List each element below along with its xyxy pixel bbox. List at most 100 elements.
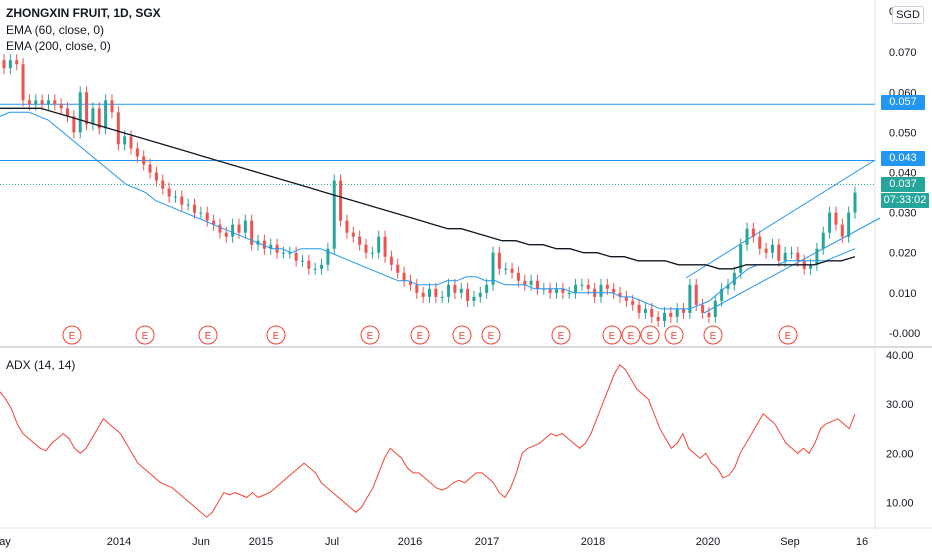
ema60-line [0,111,856,310]
candle-body [180,196,184,205]
candle-body [669,312,673,317]
candle-body [853,192,857,213]
candle-body [491,252,495,285]
channel-lower-line [703,217,881,314]
candle-body [656,316,660,321]
candle-body [167,188,171,197]
candle-body [535,280,539,289]
candle-body [224,232,228,237]
ema60-legend[interactable]: EMA (60, close, 0) [6,23,105,37]
candle-body [205,212,209,221]
adx-legend[interactable]: ADX (14, 14) [6,358,76,372]
earnings-marker [621,325,641,345]
earnings-marker-label: E [367,331,374,342]
candle-body [567,292,571,294]
candle-body [440,296,444,298]
candle-body [447,284,451,297]
candle-body [320,264,324,269]
earnings-marker [135,325,155,345]
candle-body [701,304,705,313]
candle-body [199,212,203,214]
candle-body [828,212,832,233]
candle-body [212,220,216,225]
candle-body [154,172,158,181]
candle-body [135,148,139,157]
earnings-marker [360,325,380,345]
candle-body [739,244,743,273]
candle-body [847,212,851,237]
candle-body [453,284,457,293]
candle-body [497,252,501,269]
candle-body [91,108,95,125]
earnings-marker [640,325,660,345]
candle-body [428,288,431,297]
candle-body [408,280,412,285]
candle-body [643,308,647,313]
candle-body [758,236,762,249]
x-axis-label: 2015 [249,536,273,548]
candle-body [586,284,590,289]
x-axis-label: Sep [780,536,800,548]
last-price-badge: 0.037 [881,177,925,192]
candle-body [364,244,368,253]
ema200-legend[interactable]: EMA (200, close, 0) [6,39,111,53]
candle-body [783,252,787,261]
earnings-marker [703,325,723,345]
candle-body [459,288,463,293]
x-axis-label: ay [0,536,11,548]
candle-body [605,284,609,289]
candle-body [389,256,393,265]
x-axis-label: Jun [192,536,210,548]
candle-body [720,288,724,301]
candle-body [815,248,819,265]
earnings-marker-label: E [628,331,635,342]
candle-body [726,284,730,289]
candle-body [466,288,470,301]
channel-upper-line [685,159,876,279]
candle-body [510,268,514,273]
price-badge-043: 0.043 [881,151,925,166]
candle-body [574,284,578,293]
candle-body [688,284,692,313]
candle-body [834,212,838,225]
candle-body [250,220,254,245]
adx-y-tick-label: 40.00 [886,350,914,362]
candle-body [53,100,57,105]
earnings-marker-label: E [647,331,654,342]
earnings-marker-label: E [785,331,792,342]
candle-body [46,100,50,105]
candle-body [561,288,565,293]
earnings-marker [778,325,798,345]
candle-body [40,100,44,105]
candle-body [682,308,686,313]
candle-body [231,224,235,237]
x-axis-label: 2017 [475,536,499,548]
x-axis-label: 16 [856,536,868,548]
earnings-marker-label: E [142,331,149,342]
main-y-tick-label: -0.000 [889,328,920,340]
candle-body [789,252,793,254]
candle-body [262,240,266,249]
earnings-marker [198,325,218,345]
candle-body [370,252,374,254]
candle-body [8,60,12,69]
candle-body [142,156,146,165]
main-y-tick-label: 0.070 [889,47,917,59]
candle-body [751,228,755,237]
candle-body [377,236,381,253]
candle-body [402,272,406,281]
candle-body [186,204,190,206]
candle-body [612,288,616,293]
currency-button[interactable]: SGD [892,6,924,24]
candle-body [694,284,698,305]
candle-body [631,300,635,305]
candle-body [281,252,285,254]
earnings-marker-label: E [273,331,280,342]
symbol-title[interactable]: ZHONGXIN FRUIT, 1D, SGX [6,6,161,20]
candle-body [383,236,387,257]
candle-body [78,92,82,133]
candle-body [161,180,165,189]
candle-body [764,248,768,253]
